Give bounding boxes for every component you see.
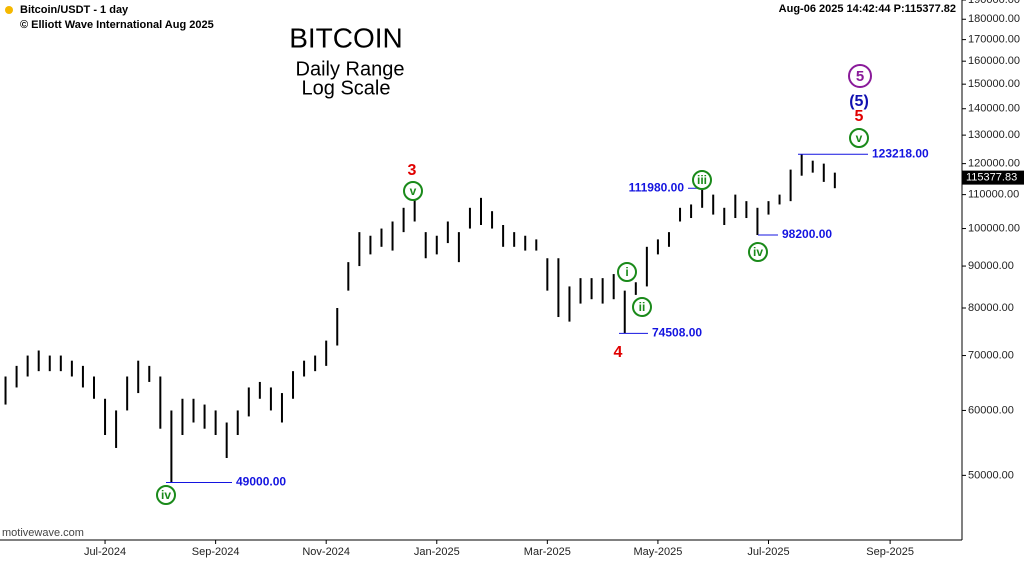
copyright: © Elliott Wave International Aug 2025 [20,19,214,31]
wave-label: ii [639,300,646,314]
x-tick-label: Nov-2024 [302,546,350,558]
y-tick-label: 190000.00 [968,0,1020,6]
wave-circle [849,128,869,148]
subtitle: Daily Range [296,58,405,80]
x-tick-label: Mar-2025 [524,546,571,558]
x-tick-label: May-2025 [633,546,682,558]
wave-circle [848,64,872,88]
wave-circle [692,170,712,190]
x-tick-label: Jan-2025 [414,546,460,558]
x-tick-label: Jul-2025 [747,546,789,558]
wave-label: 5 [855,108,864,125]
scale-note: Log Scale [302,77,391,99]
wave-label: v [410,184,417,198]
wave-circle [403,181,423,201]
wave-label: v [856,131,863,145]
y-tick-label: 70000.00 [968,349,1014,361]
last-price-label: 115377.83 [966,172,1017,184]
level-label: 111980.00 [629,180,685,194]
y-tick-label: 90000.00 [968,260,1014,272]
y-tick-label: 140000.00 [968,103,1020,115]
y-tick-label: 50000.00 [968,469,1014,481]
wave-circle [156,485,176,505]
x-tick-label: Sep-2024 [192,546,240,558]
y-tick-label: 160000.00 [968,55,1020,67]
last-price-tag [962,170,1024,185]
wave-circle [632,297,652,317]
level-label: 74508.00 [652,326,702,340]
y-tick-label: 150000.00 [968,78,1020,90]
wave-circle [617,262,637,282]
timestamp: Aug-06 2025 14:42:44 P:115377.82 [779,3,956,15]
y-tick-label: 100000.00 [968,222,1020,234]
level-label: 98200.00 [782,227,832,241]
symbol-dot [5,6,13,14]
x-tick-label: Sep-2025 [866,546,914,558]
y-tick-label: 170000.00 [968,34,1020,46]
wave-label: i [625,265,628,279]
wave-label: iv [753,245,763,259]
chart-title: BITCOIN [289,22,403,53]
wave-label: iv [161,488,171,502]
y-tick-label: 60000.00 [968,404,1014,416]
level-label: 123218.00 [872,146,929,160]
wave-label: 5 [856,68,864,85]
wave-label: (5) [849,93,869,110]
level-label: 49000.00 [236,475,286,489]
y-tick-label: 80000.00 [968,302,1014,314]
y-tick-label: 180000.00 [968,13,1020,25]
y-tick-label: 110000.00 [968,189,1019,201]
wave-label: iii [697,173,707,187]
watermark: motivewave.com [2,527,84,539]
wave-circle [748,242,768,262]
y-tick-label: 130000.00 [968,129,1020,141]
wave-label: 3 [408,162,417,179]
symbol: Bitcoin/USDT - 1 day [20,4,129,16]
x-tick-label: Jul-2024 [84,546,126,558]
y-tick-label: 120000.00 [968,158,1020,170]
wave-label: 4 [614,344,623,361]
